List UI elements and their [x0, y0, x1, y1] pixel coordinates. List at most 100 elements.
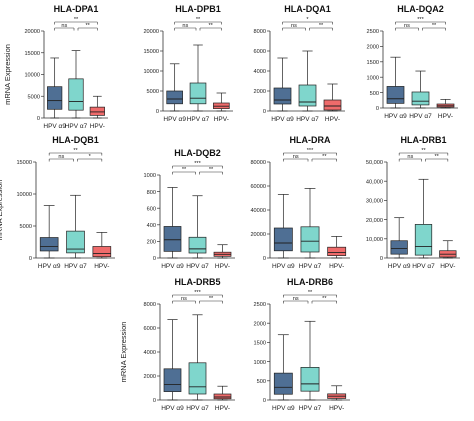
x-tick-label: HPV α7: [64, 263, 87, 270]
y-tick-label: 5000: [20, 224, 32, 230]
chart-panel: HLA-DPA1 mRNA Expression 0 5000 10000 15000 20…: [3, 4, 108, 130]
box-HPV-: [92, 246, 112, 258]
chart-title: HLA-DRA: [290, 135, 331, 145]
box-HPV α9: [386, 86, 405, 104]
significance-label: **: [322, 296, 327, 302]
box-HPV α7: [298, 84, 317, 107]
y-tick-label: 80000: [250, 160, 266, 166]
x-tick-label: HPV α9: [388, 263, 411, 270]
chart-title: HLA-DQB2: [174, 148, 221, 158]
y-tick-label: 0: [380, 256, 383, 262]
significance-label: ns: [407, 154, 413, 160]
x-tick-label: HPV-: [215, 263, 230, 270]
significance-label: **: [182, 167, 187, 173]
y-tick-label: 50,000: [366, 160, 383, 166]
box-HPV-: [213, 393, 232, 400]
chart-panel: HLA-DRB1 0 10,000 20,000 30,000 40,000 50,000 H…: [366, 135, 460, 270]
x-tick-label: HPV α9: [272, 263, 295, 270]
box-HPV α7: [66, 230, 85, 254]
chart-title: HLA-DRB5: [175, 277, 221, 287]
y-tick-label: 0: [263, 109, 266, 115]
y-tick-label: 2000: [144, 374, 156, 380]
y-tick-label: 0: [376, 106, 379, 112]
significance-label: ***: [307, 148, 314, 154]
y-tick-label: 20000: [24, 29, 40, 35]
significance-label: **: [196, 17, 201, 23]
x-tick-label: HPV-: [215, 405, 230, 412]
x-tick-label: HPV-: [325, 116, 340, 123]
y-tick-label: 20000: [143, 29, 159, 35]
y-tick-label: 0: [156, 109, 159, 115]
y-tick-label: 2500: [367, 29, 379, 35]
box-HPV-: [327, 246, 347, 256]
box-HPV α9: [39, 237, 59, 252]
chart-title: HLA-DPA1: [54, 4, 99, 14]
y-tick-label: 0: [153, 256, 156, 262]
box-HPV α7: [188, 236, 207, 254]
chart-panel: HLA-DQA1 0 2000 4000 6000 8000 HPV α9 HPV α7 HPV…: [254, 4, 345, 123]
box-HPV α9: [47, 86, 63, 110]
x-tick-label: HPV α9: [272, 405, 295, 412]
y-tick-label: 2000: [367, 45, 379, 51]
box-HPV α9: [273, 87, 292, 105]
x-tick-label: HPV α7: [409, 113, 432, 120]
significance-label: ns: [293, 296, 299, 302]
x-tick-label: HPV-: [438, 113, 453, 120]
y-tick-label: 10000: [143, 69, 159, 75]
chart-title: HLA-DPB1: [175, 4, 221, 14]
y-tick-label: 6000: [144, 326, 156, 332]
box-HPV α7: [189, 82, 207, 105]
x-tick-label: HPV α9: [161, 263, 184, 270]
y-tick-label: 15000: [143, 49, 159, 55]
y-tick-label: 10000: [16, 192, 32, 198]
y-tick-label: 20,000: [366, 218, 383, 224]
box-HPV-: [89, 106, 105, 116]
significance-label: ns: [291, 23, 297, 29]
y-tick-label: 5000: [147, 89, 159, 95]
x-tick-label: HPV α7: [296, 116, 319, 123]
chart-panel: HLA-DQB1 mRNA Expression 0 5000 10000 15000 HP…: [0, 135, 115, 270]
y-tick-label: 1500: [254, 341, 266, 347]
y-tick-label: 40000: [250, 208, 266, 214]
x-tick-label: HPV-: [329, 405, 344, 412]
chart-title: HLA-DRB1: [401, 135, 447, 145]
box-HPV α7: [300, 367, 320, 392]
x-tick-label: HPV-: [329, 263, 344, 270]
x-tick-label: HPV α7: [186, 405, 209, 412]
y-tick-label: 60000: [250, 184, 266, 190]
x-tick-label: HPV-: [214, 116, 229, 123]
y-tick-label: 0: [153, 398, 156, 404]
x-tick-label: HPV-: [94, 263, 109, 270]
y-tick-label: 0: [263, 256, 266, 262]
x-tick-label: HPV α9: [384, 113, 407, 120]
box-HPV α9: [166, 90, 183, 105]
y-tick-label: 1000: [144, 173, 156, 179]
significance-label: **: [308, 290, 313, 296]
significance-label: ns: [404, 23, 410, 29]
significance-label: ***: [194, 290, 201, 296]
x-tick-label: HPV α9: [161, 405, 184, 412]
significance-label: **: [432, 23, 437, 29]
box-HPV α7: [68, 78, 84, 111]
chart-panel: HLA-DRA 0 20000 40000 60000 80000 HPV α9 HPV α7…: [250, 135, 350, 270]
chart-title: HLA-DQA1: [284, 4, 331, 14]
y-tick-label: 2000: [254, 321, 266, 327]
box-HPV α9: [390, 240, 408, 255]
significance-label: ns: [293, 154, 299, 160]
y-tick-label: 2500: [254, 302, 266, 308]
box-HPV α7: [411, 91, 430, 106]
significance-label: ns: [181, 296, 187, 302]
chart-title: HLA-DQA2: [397, 4, 444, 14]
box-HPV α7: [414, 224, 433, 256]
y-tick-label: 200: [147, 240, 156, 246]
significance-label: *: [306, 17, 309, 23]
significance-label: **: [434, 154, 439, 160]
y-axis-label: mRNA Expression: [0, 180, 4, 241]
chart-panel: HLA-DPB1 0 5000 10000 15000 20000 HPV α9 HPV α7…: [143, 4, 233, 123]
significance-label: **: [73, 148, 78, 154]
chart-panel: HLA-DQB2 0 200 400 600 800 1000 HPV α9 HPV α7 HPV…: [144, 148, 235, 270]
y-tick-label: 600: [147, 206, 156, 212]
x-tick-label: HPV α9: [271, 116, 294, 123]
y-tick-label: 1500: [367, 60, 379, 66]
